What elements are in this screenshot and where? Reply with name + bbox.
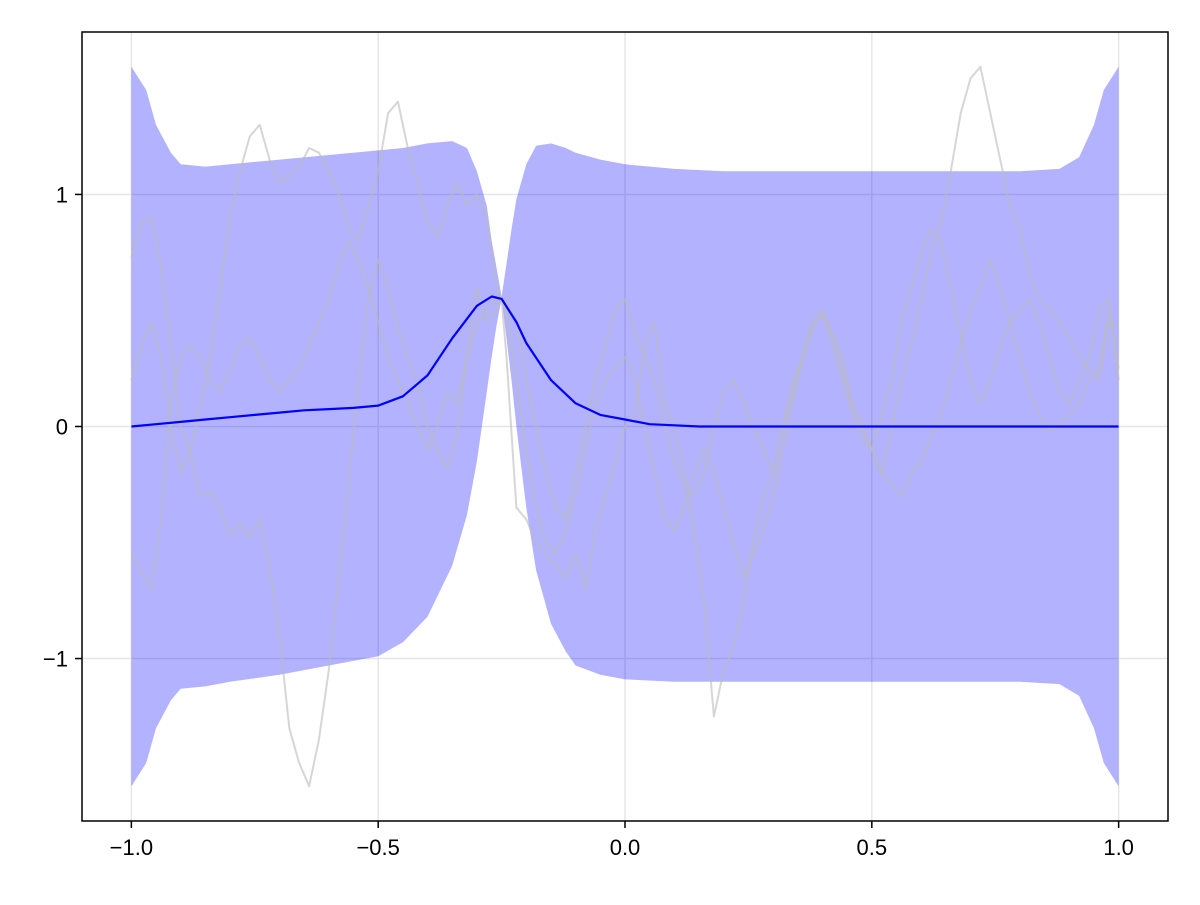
y-tick-label: −1: [43, 647, 68, 672]
x-tick-label: 0.0: [610, 835, 641, 860]
y-tick-label: 0: [56, 415, 68, 440]
x-tick-label: −0.5: [356, 835, 399, 860]
sample-path-1: [130, 65, 1120, 788]
sample-path-2: [130, 100, 1120, 579]
x-tick-label: −1.0: [110, 835, 153, 860]
y-tick-label: 1: [56, 182, 68, 207]
sample-paths-layer: [130, 65, 1120, 788]
sample-path-3: [130, 228, 1120, 590]
x-tick-label: 0.5: [857, 835, 888, 860]
x-tick-label: 1.0: [1103, 835, 1134, 860]
mean-line-layer: [131, 295, 1119, 428]
mean-line: [131, 295, 1119, 428]
x-axis-ticks: −1.0 −0.5 0.0 0.5 1.0: [110, 821, 1134, 860]
y-axis-ticks: −1 0 1: [43, 182, 82, 672]
